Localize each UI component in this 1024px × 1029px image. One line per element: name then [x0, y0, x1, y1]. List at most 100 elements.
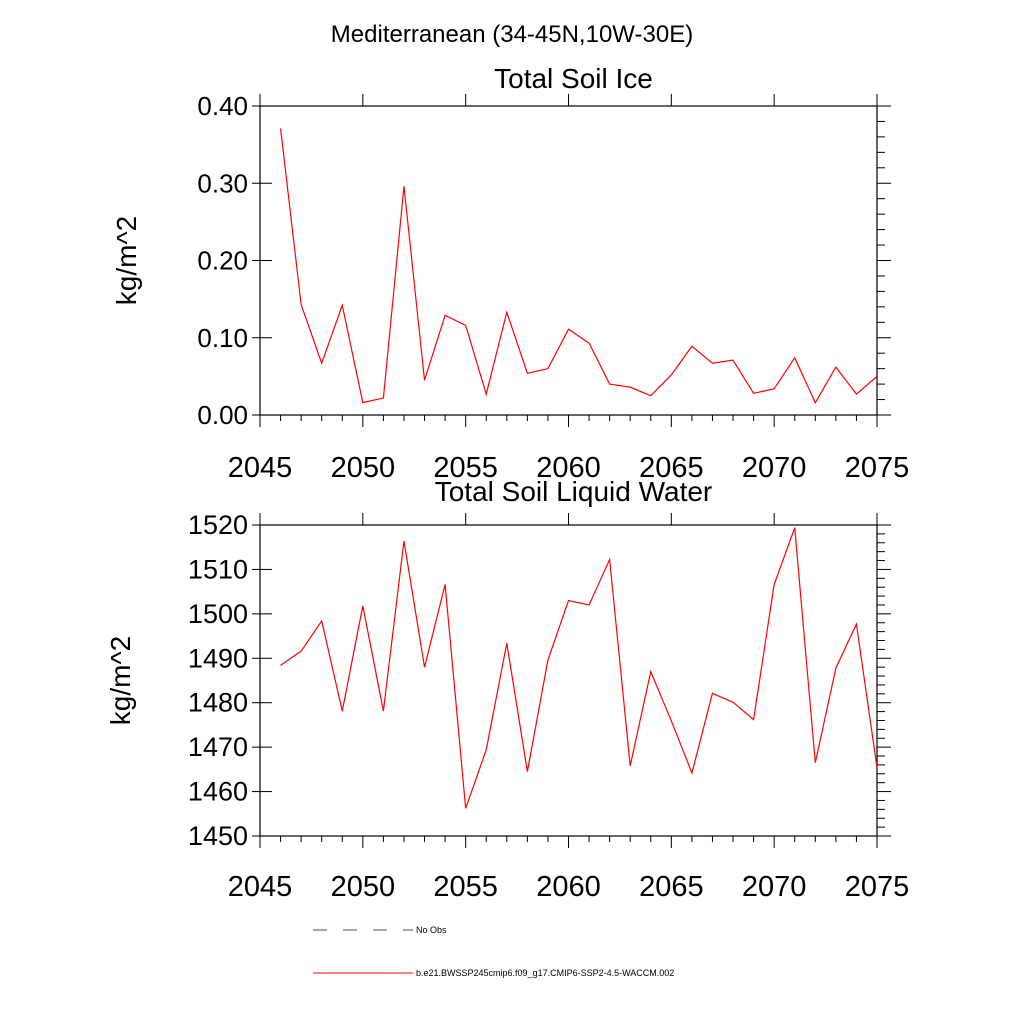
data-point — [650, 671, 651, 672]
data-point — [445, 315, 446, 316]
data-point — [876, 376, 877, 377]
data-point — [301, 304, 302, 305]
data-point — [774, 388, 775, 389]
data-point — [856, 623, 857, 624]
data-point — [650, 395, 651, 396]
data-point — [588, 343, 589, 344]
data-point — [835, 667, 836, 668]
data-point — [342, 711, 343, 712]
data-point — [465, 808, 466, 809]
data-point — [691, 346, 692, 347]
data-point — [527, 373, 528, 374]
y-tick-label: 1450 — [188, 821, 248, 851]
data-point — [856, 394, 857, 395]
data-point — [815, 402, 816, 403]
data-point — [280, 128, 281, 129]
data-point — [671, 720, 672, 721]
x-tick-label: 2055 — [433, 871, 498, 903]
y-tick-label: 0.10 — [197, 323, 248, 353]
x-tick-label: 2050 — [331, 871, 396, 903]
data-point — [424, 380, 425, 381]
data-point — [424, 667, 425, 668]
data-point — [547, 659, 548, 660]
legend-label-no-obs: No Obs — [416, 925, 447, 935]
y-axis-label: kg/m^2 — [111, 216, 142, 305]
y-tick-label: 0.00 — [197, 400, 248, 430]
data-point — [342, 305, 343, 306]
data-point — [568, 329, 569, 330]
data-point — [815, 762, 816, 763]
data-point — [527, 771, 528, 772]
data-point — [321, 620, 322, 621]
data-point — [568, 600, 569, 601]
data-point — [362, 402, 363, 403]
data-point — [753, 393, 754, 394]
x-tick-label: 2045 — [228, 871, 293, 903]
y-tick-label: 0.40 — [197, 91, 248, 121]
data-point — [506, 312, 507, 313]
data-point — [630, 387, 631, 388]
y-tick-label: 1460 — [188, 777, 248, 807]
data-point — [876, 767, 877, 768]
data-point — [403, 186, 404, 187]
x-tick-label: 2070 — [742, 452, 807, 484]
x-tick-label: 2060 — [536, 452, 601, 484]
x-tick-label: 2060 — [536, 871, 601, 903]
panel-total-soil-ice: Total Soil Ice kg/m^2 2045 2050 2055 2060 2065… — [111, 63, 909, 484]
data-point — [362, 605, 363, 606]
data-point — [383, 711, 384, 712]
data-point — [547, 368, 548, 369]
y-tick-label: 1490 — [188, 643, 248, 673]
x-tick-label: 2075 — [845, 452, 910, 484]
data-point — [691, 772, 692, 773]
data-point — [486, 394, 487, 395]
x-tick-label: 2065 — [639, 871, 704, 903]
y-tick-label: 0.20 — [197, 246, 248, 276]
series-line — [279, 128, 878, 404]
data-point — [609, 559, 610, 560]
x-tick-label: 2045 — [228, 452, 293, 484]
chart-title: Total Soil Ice — [494, 63, 653, 94]
data-point — [609, 384, 610, 385]
y-tick-label: 1500 — [188, 599, 248, 629]
data-point — [671, 374, 672, 375]
y-tick-label: 1520 — [188, 510, 248, 540]
data-point — [383, 397, 384, 398]
legend: No Obs b.e21.BWSSP245cmip6.f09_g17.CMIP6… — [313, 925, 674, 978]
data-point — [732, 360, 733, 361]
x-tick-label: 2070 — [742, 871, 807, 903]
y-tick-label: 0.30 — [197, 168, 248, 198]
x-tick-label: 2050 — [331, 452, 396, 484]
chart-title: Total Soil Liquid Water — [435, 476, 713, 507]
data-point — [732, 702, 733, 703]
data-point — [774, 584, 775, 585]
y-tick-label: 1470 — [188, 732, 248, 762]
data-point — [753, 719, 754, 720]
panel-total-soil-liquid-water: Total Soil Liquid Water kg/m^2 2045 2050 205… — [105, 476, 909, 903]
data-point — [712, 363, 713, 364]
data-point — [280, 665, 281, 666]
data-point — [794, 527, 795, 528]
data-point — [465, 325, 466, 326]
data-point — [794, 357, 795, 358]
data-point — [506, 643, 507, 644]
data-point — [403, 540, 404, 541]
data-point — [486, 749, 487, 750]
data-point — [445, 584, 446, 585]
x-tick-label: 2055 — [433, 452, 498, 484]
y-tick-label: 1510 — [188, 554, 248, 584]
x-tick-label: 2065 — [639, 452, 704, 484]
series-line — [280, 527, 878, 809]
x-tick-label: 2075 — [845, 871, 910, 903]
legend-label-model-run: b.e21.BWSSP245cmip6.f09_g17.CMIP6-SSP2-4… — [416, 968, 674, 978]
data-point — [712, 693, 713, 694]
data-point — [301, 651, 302, 652]
data-point — [630, 765, 631, 766]
data-point — [588, 604, 589, 605]
data-point — [321, 363, 322, 364]
y-axis-label: kg/m^2 — [105, 636, 136, 725]
figure-suptitle: Mediterranean (34-45N,10W-30E) — [331, 21, 693, 48]
data-point — [835, 367, 836, 368]
